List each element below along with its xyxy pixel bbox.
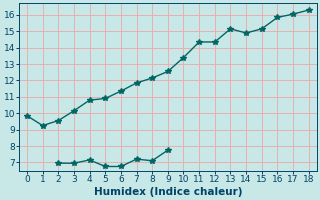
X-axis label: Humidex (Indice chaleur): Humidex (Indice chaleur) [93, 187, 242, 197]
